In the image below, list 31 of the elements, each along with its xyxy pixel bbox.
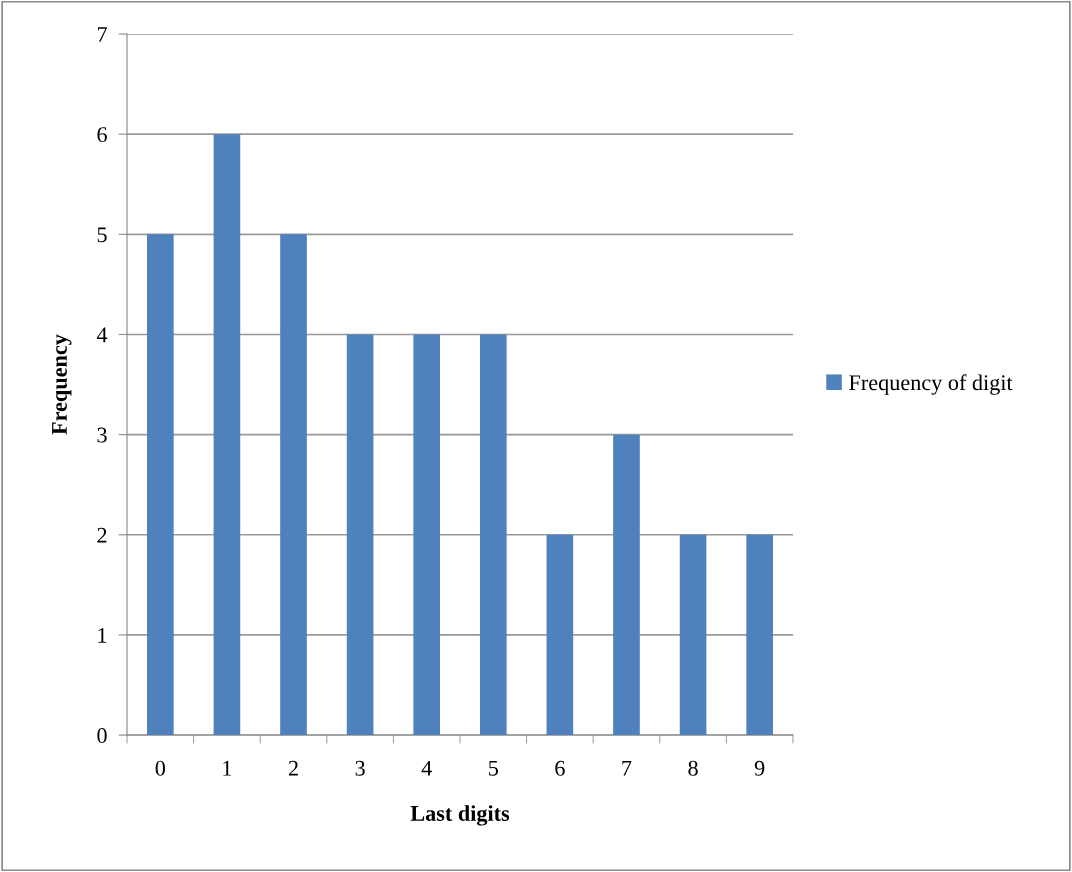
y-axis-title: Frequency <box>52 334 72 435</box>
y-tick-label: 3 <box>97 427 107 443</box>
y-tick-label: 7 <box>97 27 107 42</box>
y-tick-label: 5 <box>97 227 107 243</box>
x-tick-label: 9 <box>754 760 765 776</box>
bar <box>413 334 441 736</box>
x-axis-title: Last digits <box>410 805 510 826</box>
bar <box>479 334 507 736</box>
y-tick-label: 4 <box>96 327 108 343</box>
x-tick-label: 0 <box>155 760 166 776</box>
x-tick-label: 4 <box>421 760 432 776</box>
bar <box>679 534 707 736</box>
bar <box>213 134 241 736</box>
bar <box>613 434 640 736</box>
bar <box>346 334 374 736</box>
bar <box>746 534 773 736</box>
x-tick-label: 2 <box>288 760 298 776</box>
bar <box>546 534 574 736</box>
x-tick-label: 3 <box>355 760 365 776</box>
x-tick-label: 6 <box>555 760 565 776</box>
y-tick-label: 2 <box>97 527 107 543</box>
x-tick-label: 8 <box>688 760 698 776</box>
legend-label: Frequency of digit <box>849 374 1013 395</box>
x-tick-label: 1 <box>223 760 232 776</box>
y-tick-label: 6 <box>97 127 107 143</box>
y-tick-label: 1 <box>98 627 107 643</box>
bar <box>147 234 174 736</box>
y-tick-label: 0 <box>97 728 107 744</box>
x-tick-label: 5 <box>489 760 498 776</box>
x-tick-label: 7 <box>622 760 632 776</box>
bar <box>280 234 307 736</box>
